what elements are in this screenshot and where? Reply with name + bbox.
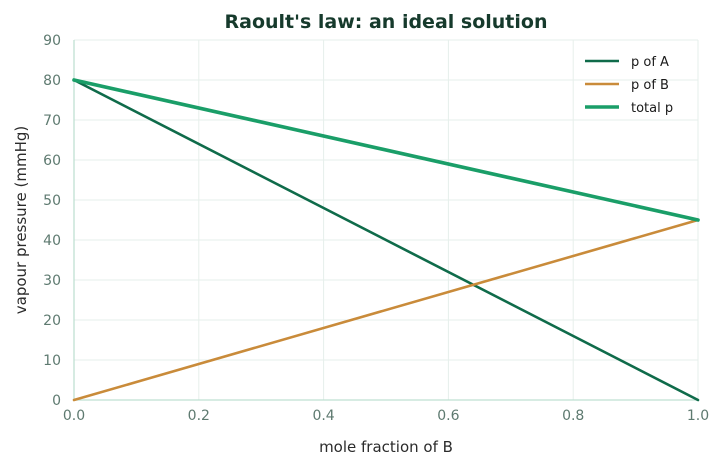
legend-label: total p [631,101,673,116]
series-lines [72,78,700,402]
y-tick-label: 30 [43,273,61,289]
y-tick-label: 40 [43,233,61,249]
x-tick-label: 0.0 [63,408,85,424]
y-tick-label: 60 [43,153,61,169]
x-tick-label: 1.0 [687,408,709,424]
legend: p of A p of B total p [585,55,673,116]
y-axis-label: vapour pressure (mmHg) [12,126,30,315]
y-tick-label: 70 [43,113,61,129]
legend-label: p of A [631,55,669,70]
series-line-total-p [72,78,700,222]
y-tick-label: 10 [43,353,61,369]
x-axis-label: mole fraction of B [319,438,453,456]
x-tick-label: 0.2 [188,408,210,424]
y-tick-label: 20 [43,313,61,329]
chart-title: Raoult's law: an ideal solution [225,11,548,33]
y-tick-label: 0 [52,393,61,409]
y-tick-label: 90 [43,33,61,49]
series-line-p-of-a [72,78,700,402]
series-line-p-of-b [72,218,700,402]
legend-label: p of B [631,78,669,93]
x-tick-label: 0.6 [437,408,459,424]
x-tick-label: 0.8 [562,408,584,424]
y-tick-label: 80 [43,73,61,89]
tick-labels: 0.0 0.2 0.4 0.6 0.8 1.0 0 10 20 30 40 50 60 70 80 90 [43,33,709,424]
axes [73,40,698,401]
x-tick-label: 0.4 [312,408,334,424]
grid [73,39,699,401]
y-tick-label: 50 [43,193,61,209]
